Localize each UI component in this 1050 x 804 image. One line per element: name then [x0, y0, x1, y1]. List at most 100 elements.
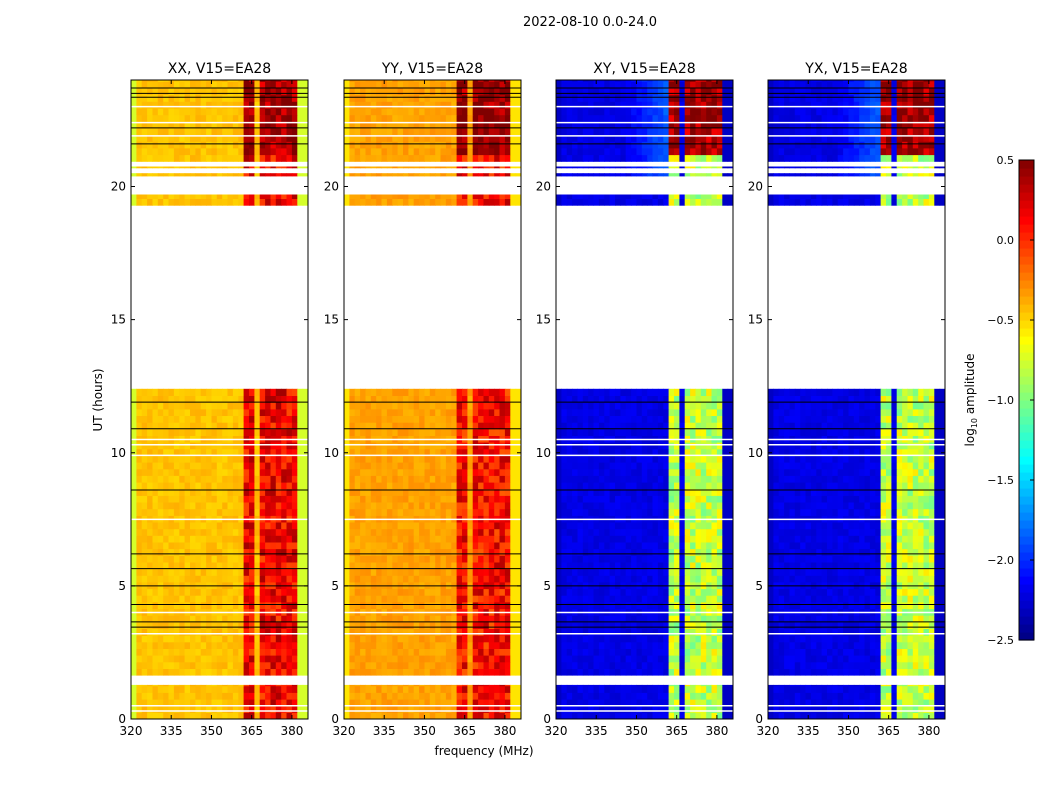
- heatmap-cell: [679, 692, 685, 699]
- heatmap-cell: [169, 396, 175, 403]
- heatmap-cell: [260, 522, 266, 529]
- heatmap-cell: [669, 622, 675, 629]
- heatmap-cell: [398, 475, 404, 482]
- heatmap-cell: [195, 402, 201, 409]
- heatmap-cell: [494, 495, 500, 502]
- heatmap-cell: [292, 482, 298, 489]
- heatmap-cell: [201, 692, 207, 699]
- heatmap-cell: [615, 712, 621, 719]
- heatmap-cell: [355, 167, 361, 169]
- heatmap-cell: [217, 655, 223, 662]
- heatmap-cell: [669, 635, 675, 642]
- heatmap-cell: [190, 595, 196, 602]
- heatmap-cell: [292, 562, 298, 569]
- heatmap-cell: [344, 602, 350, 609]
- heatmap-cell: [254, 529, 260, 536]
- heatmap-cell: [467, 642, 473, 649]
- heatmap-cell: [387, 686, 393, 693]
- heatmap-cell: [494, 555, 500, 562]
- heatmap-cell: [414, 88, 420, 95]
- heatmap-cell: [457, 686, 463, 693]
- heatmap-cell: [244, 482, 250, 489]
- heatmap-cell: [494, 389, 500, 396]
- heatmap-cell: [281, 562, 287, 569]
- heatmap-cell: [136, 167, 142, 169]
- heatmap-cell: [163, 602, 169, 609]
- heatmap-cell: [462, 706, 468, 713]
- heatmap-cell: [271, 655, 277, 662]
- heatmap-cell: [244, 602, 250, 609]
- heatmap-cell: [169, 167, 175, 169]
- heatmap-cell: [556, 685, 562, 686]
- heatmap-cell: [403, 469, 409, 476]
- heatmap-cell: [435, 482, 441, 489]
- heatmap-cell: [610, 655, 616, 662]
- heatmap-cell: [297, 81, 303, 88]
- heatmap-cell: [425, 429, 431, 436]
- heatmap-cell: [281, 535, 287, 542]
- heatmap-cell: [136, 692, 142, 699]
- heatmap-cell: [228, 549, 234, 556]
- heatmap-cell: [435, 108, 441, 115]
- heatmap-cell: [446, 686, 452, 693]
- heatmap-cell: [153, 108, 159, 115]
- heatmap-cell: [371, 396, 377, 403]
- heatmap-cell: [212, 482, 218, 489]
- heatmap-cell: [244, 555, 250, 562]
- heatmap-cell: [663, 706, 669, 713]
- heatmap-cell: [484, 402, 490, 409]
- heatmap-cell: [414, 389, 420, 396]
- heatmap-cell: [344, 128, 350, 135]
- heatmap-cell: [185, 495, 191, 502]
- heatmap-cell: [153, 88, 159, 95]
- heatmap-cell: [435, 455, 441, 462]
- heatmap-cell: [174, 555, 180, 562]
- heatmap-cell: [588, 706, 594, 713]
- y-axis-label: UT (hours): [91, 368, 105, 431]
- heatmap-cell: [153, 396, 159, 403]
- heatmap-cell: [292, 595, 298, 602]
- heatmap-cell: [174, 141, 180, 148]
- heatmap-cell: [222, 442, 228, 449]
- heatmap-cell: [510, 115, 516, 122]
- heatmap-cell: [292, 416, 298, 423]
- heatmap-cell: [244, 529, 250, 536]
- heatmap-cell: [414, 402, 420, 409]
- heatmap-cell: [366, 692, 372, 699]
- heatmap-cell: [408, 442, 414, 449]
- heatmap-cell: [392, 422, 398, 429]
- heatmap-cell: [398, 389, 404, 396]
- heatmap-cell: [190, 685, 196, 686]
- heatmap-cell: [142, 128, 148, 135]
- heatmap-cell: [462, 88, 468, 95]
- heatmap-cell: [430, 642, 436, 649]
- heatmap-cell: [371, 648, 377, 655]
- heatmap-cell: [403, 522, 409, 529]
- heatmap-cell: [446, 462, 452, 469]
- heatmap-cell: [254, 495, 260, 502]
- heatmap-cell: [706, 685, 712, 686]
- heatmap-cell: [500, 602, 506, 609]
- heatmap-cell: [398, 569, 404, 576]
- heatmap-cell: [446, 542, 452, 549]
- heatmap-cell: [441, 81, 447, 88]
- heatmap-cell: [706, 662, 712, 669]
- heatmap-cell: [457, 409, 463, 416]
- heatmap-cell: [297, 95, 303, 102]
- heatmap-cell: [169, 575, 175, 582]
- heatmap-cell: [281, 622, 287, 629]
- heatmap-cell: [360, 602, 366, 609]
- heatmap-cell: [233, 668, 239, 675]
- heatmap-cell: [430, 429, 436, 436]
- heatmap-cell: [228, 173, 234, 176]
- heatmap-cell: [228, 529, 234, 536]
- heatmap-cell: [190, 108, 196, 115]
- heatmap-cell: [153, 148, 159, 155]
- heatmap-cell: [462, 101, 468, 108]
- heatmap-cell: [217, 195, 223, 200]
- heatmap-cell: [222, 602, 228, 609]
- heatmap-cell: [371, 389, 377, 396]
- heatmap-cell: [419, 389, 425, 396]
- heatmap-cell: [615, 635, 621, 642]
- heatmap-cell: [222, 502, 228, 509]
